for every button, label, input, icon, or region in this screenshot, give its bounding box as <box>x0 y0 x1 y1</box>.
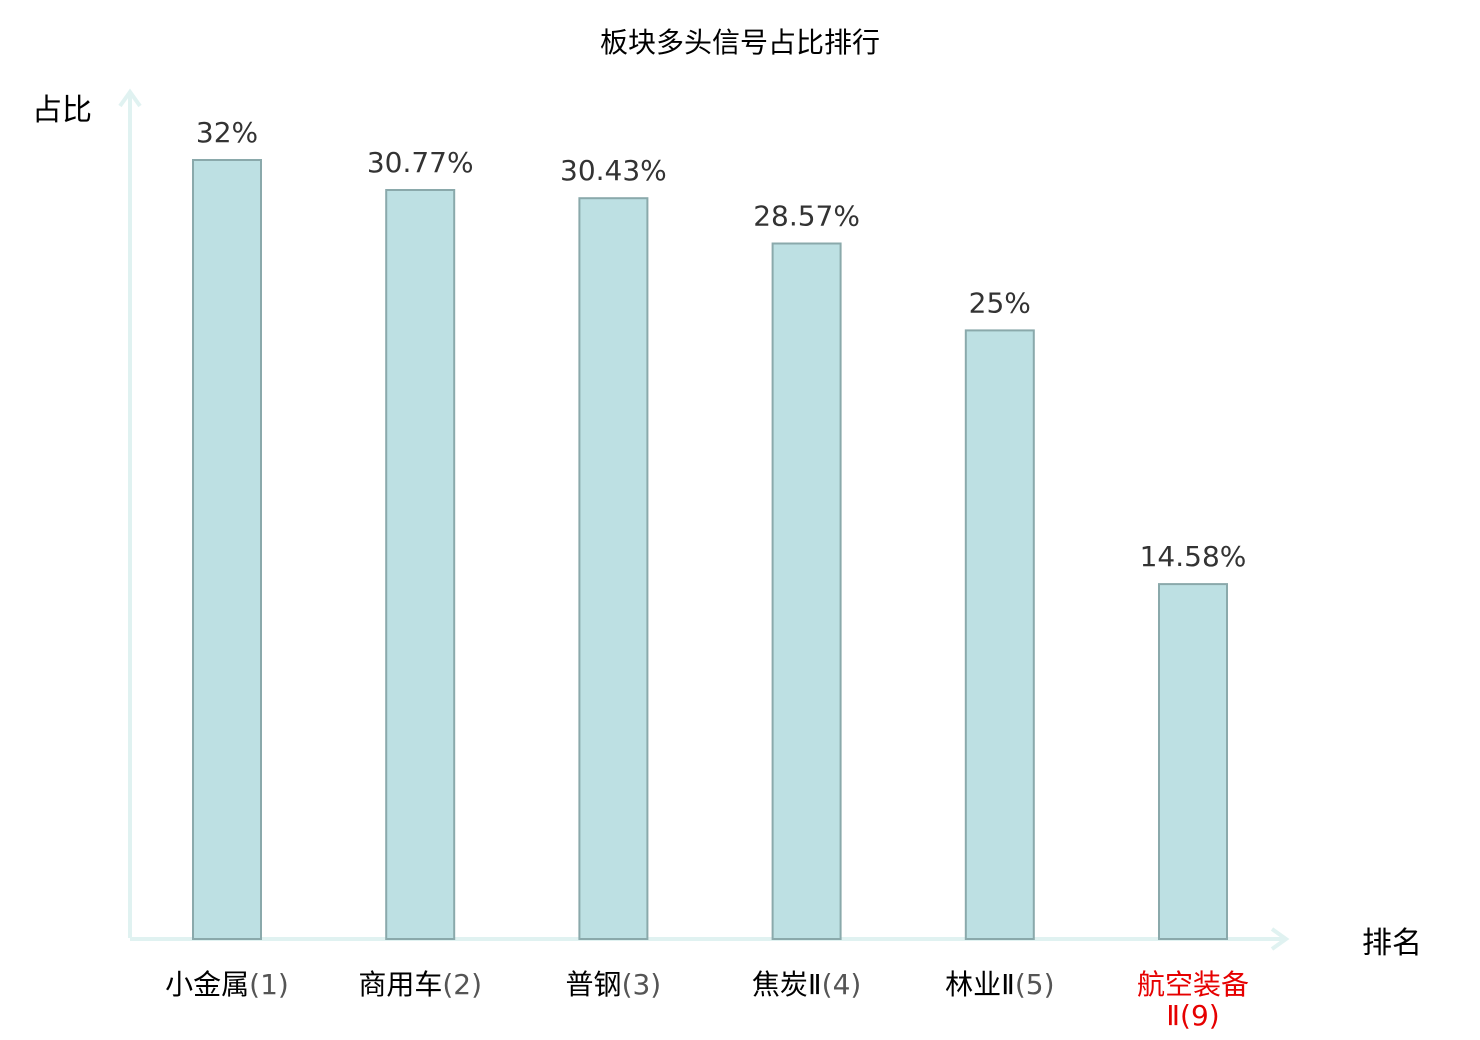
category-tick-label: 林业Ⅱ(5) <box>945 968 1054 1001</box>
category-name: 商用车 <box>358 968 442 1001</box>
category-tick-label: 小金属(1) <box>165 968 289 1001</box>
category-name: 普钢 <box>566 968 622 1001</box>
axes <box>118 88 1290 951</box>
bar-value-label: 30.77% <box>367 146 474 179</box>
bar-value-label: 14.58% <box>1140 540 1247 573</box>
category-tick-label: 焦炭Ⅱ(4) <box>752 968 861 1001</box>
bar <box>192 159 262 940</box>
category-rank: (4) <box>822 968 862 1001</box>
y-axis-arrow <box>118 88 142 108</box>
value-labels-group: 32% 30.77% 30.43% 28.57% 25% 14.58% <box>196 116 1247 573</box>
bar <box>578 197 649 940</box>
category-rank-label: Ⅱ(9) <box>1166 999 1219 1032</box>
bar-value-label: 28.57% <box>753 200 860 233</box>
bar <box>1158 583 1228 940</box>
category-rank: (1) <box>249 968 289 1001</box>
x-axis-title: 排名 <box>1362 926 1422 961</box>
category-name: 小金属 <box>165 968 249 1001</box>
bar <box>771 242 842 940</box>
chart-title: 板块多头信号占比排行 <box>600 26 880 59</box>
bar-value-label: 25% <box>969 286 1031 319</box>
category-rank: (2) <box>442 968 482 1001</box>
category-name: 焦炭Ⅱ <box>752 968 822 1001</box>
category-tick-label: 航空装备 <box>1137 968 1249 1001</box>
y-axis-title: 占比 <box>32 93 92 128</box>
bar <box>964 329 1035 940</box>
bar-value-label: 32% <box>196 116 258 149</box>
category-name: 林业Ⅱ <box>945 968 1015 1001</box>
bars-group <box>192 159 1228 940</box>
bar-value-label: 30.43% <box>560 154 667 187</box>
category-rank: (3) <box>622 968 662 1001</box>
bar <box>385 189 456 940</box>
category-tick-label: 商用车(2) <box>358 968 482 1001</box>
category-tick-label: 普钢(3) <box>566 968 662 1001</box>
category-rank: (5) <box>1015 968 1055 1001</box>
x-axis-arrow <box>1270 927 1290 951</box>
